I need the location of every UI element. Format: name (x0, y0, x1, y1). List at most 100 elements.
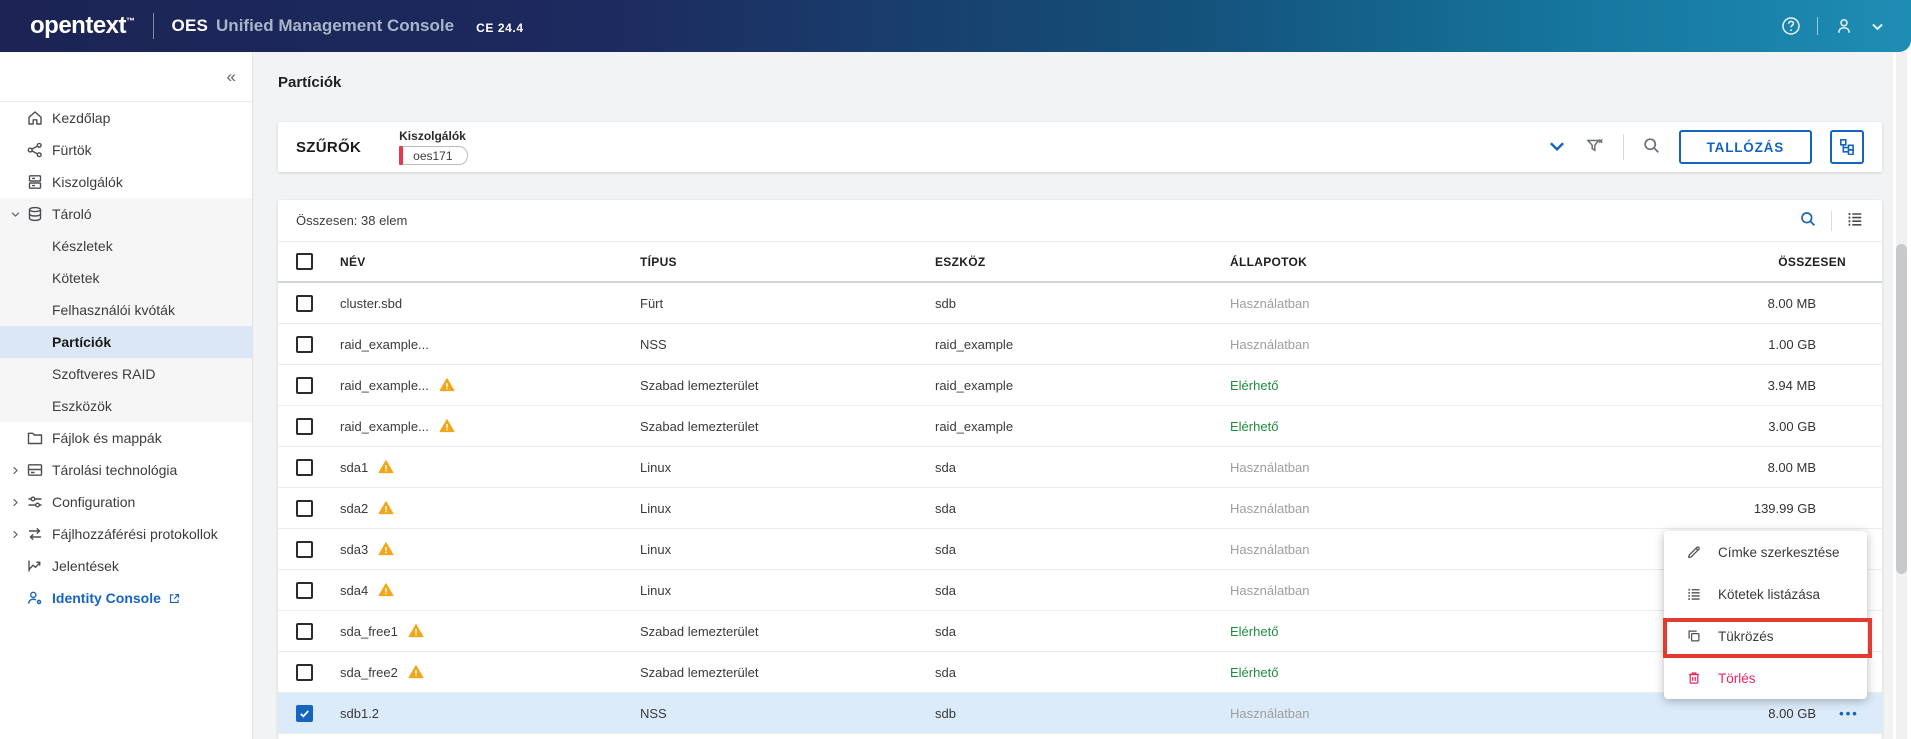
table-row-sda3[interactable]: sda3 Linux sda Használatban (278, 529, 1882, 570)
sidebar-item-f-rt-k[interactable]: Fürtök (0, 134, 252, 166)
partition-type: Fürt (640, 296, 935, 311)
row-actions-button[interactable]: ••• (1839, 706, 1859, 721)
partition-status: Használatban (1230, 296, 1666, 311)
filter-chip-oes171[interactable]: oes171 (399, 146, 467, 165)
context-menu-item-label: Kötetek listázása (1718, 587, 1820, 602)
chevron-down-icon (1547, 136, 1567, 159)
table-search-button[interactable] (1799, 210, 1817, 231)
partition-device: sdb (935, 296, 1230, 311)
row-checkbox[interactable] (296, 705, 313, 722)
storage-tech-icon (26, 461, 52, 479)
row-checkbox[interactable] (296, 336, 313, 353)
version-badge: CE 24.4 (476, 21, 524, 35)
table-row-raid-example[interactable]: raid_example... Szabad lemezterület raid… (278, 406, 1882, 447)
select-all-checkbox[interactable] (296, 253, 313, 270)
sidebar-item-f-jlok-s-mapp-k[interactable]: Fájlok és mappák (0, 422, 252, 454)
sidebar-item-label: Configuration (52, 494, 135, 510)
partition-type: Linux (640, 542, 935, 557)
warning-icon (408, 623, 424, 639)
warning-icon (439, 418, 455, 434)
row-checkbox[interactable] (296, 582, 313, 599)
partition-size: 139.99 GB (1666, 501, 1816, 516)
filter-clear-icon (1585, 136, 1605, 159)
table-row-raid-example[interactable]: raid_example... NSS raid_example Használ… (278, 324, 1882, 365)
sidebar-item-label: Készletek (52, 238, 113, 254)
scrollbar-thumb[interactable] (1896, 244, 1907, 574)
context-menu-item-c-mke-szerkeszt-se[interactable]: Címke szerkesztése (1664, 531, 1867, 573)
main-content: Partíciók SZŰRŐK Kiszolgálók oes171 TALL… (253, 52, 1893, 739)
external-link-icon (168, 592, 181, 605)
user-menu-button[interactable] (1834, 16, 1854, 36)
sidebar-item-kiszolg-l-k[interactable]: Kiszolgálók (0, 166, 252, 198)
context-menu-item-t-rl-s[interactable]: Törlés (1664, 657, 1867, 699)
table-row-sdb1-2[interactable]: sdb1.2 NSS sdb Használatban 8.00 GB ••• (278, 693, 1882, 734)
row-context-menu: Címke szerkesztése Kötetek listázása Tük… (1664, 531, 1867, 699)
sidebar-item-eszk-z-k[interactable]: Eszközök (0, 390, 252, 422)
sidebar-item-t-rol-si-technol-gia[interactable]: Tárolási technológia (0, 454, 252, 486)
filter-search-button[interactable] (1642, 136, 1661, 158)
partition-device: sda (935, 501, 1230, 516)
browse-button[interactable]: TALLÓZÁS (1679, 130, 1812, 164)
column-header-states: ÁLLAPOTOK (1230, 255, 1666, 269)
sidebar-item-szoftveres-raid[interactable]: Szoftveres RAID (0, 358, 252, 390)
clear-filter-button[interactable] (1585, 136, 1605, 159)
page-title: Partíciók (278, 74, 341, 91)
sidebar-item-label: Jelentések (52, 558, 119, 574)
partition-status: Elérhető (1230, 624, 1666, 639)
filter-bar: SZŰRŐK Kiszolgálók oes171 TALLÓZÁS (278, 122, 1882, 172)
sidebar-item-identity-console[interactable]: Identity Console (0, 582, 252, 614)
user-menu-chevron-button[interactable] (1870, 19, 1885, 34)
partition-name: raid_example... (340, 337, 429, 352)
row-checkbox[interactable] (296, 664, 313, 681)
table-row-sda1[interactable]: sda1 Linux sda Használatban 8.00 MB (278, 447, 1882, 488)
row-checkbox[interactable] (296, 295, 313, 312)
cluster-icon (26, 141, 52, 159)
table-row-sda4[interactable]: sda4 Linux sda Használatban (278, 570, 1882, 611)
sidebar-item-label: Fájlhozzáférési protokollok (52, 526, 218, 542)
table-row-sda2[interactable]: sda2 Linux sda Használatban 139.99 GB (278, 488, 1882, 529)
table-row-cluster-sbd[interactable]: cluster.sbd Fürt sdb Használatban 8.00 M… (278, 283, 1882, 324)
sidebar-item-jelent-sek[interactable]: Jelentések (0, 550, 252, 582)
row-checkbox[interactable] (296, 377, 313, 394)
row-checkbox[interactable] (296, 418, 313, 435)
partition-name: sda_free1 (340, 624, 398, 639)
table-row-sda-free1[interactable]: sda_free1 Szabad lemezterület sda Elérhe… (278, 611, 1882, 652)
partition-device: raid_example (935, 378, 1230, 393)
tree-view-button[interactable] (1830, 130, 1864, 164)
expand-filters-button[interactable] (1547, 136, 1567, 159)
protocols-icon (26, 525, 52, 543)
sidebar-item-k-tetek[interactable]: Kötetek (0, 262, 252, 294)
sidebar-item-configuration[interactable]: Configuration (0, 486, 252, 518)
row-checkbox[interactable] (296, 459, 313, 476)
partition-device: sda (935, 460, 1230, 475)
table-row-raid-example[interactable]: raid_example... Szabad lemezterület raid… (278, 365, 1882, 406)
top-header-bar: opentext™ OES Unified Management Console… (0, 0, 1911, 52)
partition-device: sda (935, 542, 1230, 557)
sidebar-item-f-jlhozz-f-r-si-protokollok[interactable]: Fájlhozzáférési protokollok (0, 518, 252, 550)
help-button[interactable] (1781, 16, 1801, 36)
partition-size: 1.00 GB (1666, 337, 1816, 352)
sidebar-item-t-rol[interactable]: Tároló (0, 198, 252, 230)
table-view-options-button[interactable] (1846, 210, 1864, 231)
partition-type: Szabad lemezterület (640, 378, 935, 393)
row-checkbox[interactable] (296, 500, 313, 517)
folder-icon (26, 429, 52, 447)
partitions-table: Összesen: 38 elem NÉV TÍPUS ESZKÖZ ÁLLAP… (278, 200, 1882, 739)
chip-value: oes171 (403, 146, 467, 165)
context-menu-item-label: Címke szerkesztése (1718, 545, 1840, 560)
column-header-device: ESZKÖZ (935, 255, 1230, 269)
context-menu-item-k-tetek-list-z-sa[interactable]: Kötetek listázása (1664, 573, 1867, 615)
sidebar-item-kezd-lap[interactable]: Kezdőlap (0, 102, 252, 134)
list-view-icon (1846, 210, 1864, 231)
sidebar-collapse-button[interactable]: « (227, 68, 236, 85)
sidebar-item-k-szletek[interactable]: Készletek (0, 230, 252, 262)
context-menu-item-label: Tükrözés (1718, 629, 1774, 644)
sidebar-item-felhaszn-l-i-kv-t-k[interactable]: Felhasználói kvóták (0, 294, 252, 326)
context-menu-item-t-kr-z-s[interactable]: Tükrözés (1664, 615, 1867, 657)
warning-icon (439, 377, 455, 393)
row-checkbox[interactable] (296, 623, 313, 640)
table-row-sda-free2[interactable]: sda_free2 Szabad lemezterület sda Elérhe… (278, 652, 1882, 693)
search-icon (1799, 210, 1817, 231)
row-checkbox[interactable] (296, 541, 313, 558)
sidebar-item-part-ci-k[interactable]: Partíciók (0, 326, 252, 358)
